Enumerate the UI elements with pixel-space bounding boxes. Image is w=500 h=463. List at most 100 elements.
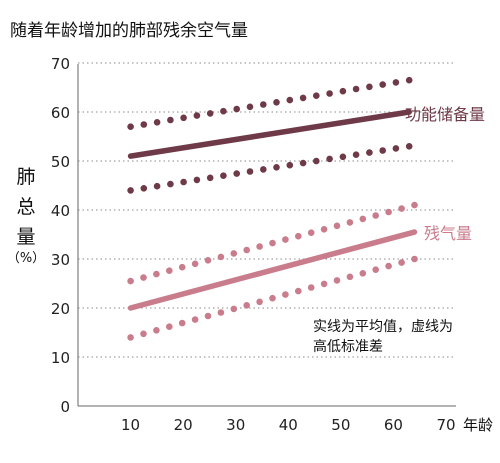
series-label: 残气量 (424, 224, 472, 243)
sd-upper-point (307, 229, 315, 236)
x-axis-label: 年龄 (463, 416, 493, 434)
sd-lower-point (379, 147, 387, 154)
x-tick-label: 40 (279, 416, 298, 434)
sd-upper-point (127, 277, 134, 285)
sd-upper-point (269, 239, 276, 247)
sd-upper-point (191, 260, 199, 268)
sd-upper-point (299, 94, 307, 102)
sd-upper-point (339, 87, 347, 95)
series-2: 残气量 (127, 201, 472, 341)
sd-upper-point (320, 226, 328, 233)
y-tick-label: 0 (60, 398, 70, 416)
sd-lower-point (392, 145, 400, 152)
sd-lower-point (385, 262, 392, 270)
sd-upper-point (295, 232, 302, 240)
x-tick-label: 10 (121, 416, 140, 434)
sd-upper-point (326, 90, 333, 97)
sd-upper-point (372, 212, 380, 219)
sd-lower-point (260, 166, 267, 173)
x-tick-label: 50 (331, 416, 350, 434)
grid-lines (78, 62, 455, 358)
mean-line (127, 109, 412, 159)
sd-upper-point (140, 274, 147, 281)
sd-upper-point (385, 208, 392, 216)
sd-upper-point (166, 267, 173, 275)
y-tick-label: 60 (51, 104, 70, 122)
sd-upper-point (359, 215, 367, 223)
sd-upper-point (193, 112, 201, 119)
sd-lower-point (286, 161, 294, 169)
sd-lower-point (398, 259, 405, 266)
sd-upper-point (379, 81, 387, 88)
y-tick-label: 70 (51, 55, 70, 73)
sd-upper-point (411, 201, 418, 209)
sd-upper-point (313, 92, 320, 99)
sd-lower-point (193, 176, 201, 184)
sd-lower-point (127, 334, 134, 341)
y-axis-label-char-2: 总 (16, 196, 35, 218)
sd-upper-point (217, 253, 225, 261)
mean-line (127, 229, 418, 311)
sd-upper-point (333, 222, 341, 230)
sd-lower-point (411, 255, 418, 263)
sd-lower-point (320, 280, 328, 288)
sd-upper-point (246, 103, 254, 111)
x-tick-labels: 10 20 30 40 50 60 70 (121, 416, 456, 434)
x-tick-label: 60 (384, 416, 403, 434)
sd-upper-point (233, 105, 240, 113)
y-tick-label: 20 (51, 300, 70, 318)
sd-lower-point (178, 319, 186, 327)
sd-upper-point (366, 83, 373, 91)
y-axis-label-char-3: 量 (16, 226, 35, 248)
sd-lower-point (230, 305, 238, 313)
sd-upper-point (204, 257, 212, 264)
sd-lower-point (339, 153, 347, 161)
sd-upper-point (405, 76, 413, 84)
sd-lower-point (140, 330, 147, 338)
y-tick-label: 10 (51, 349, 70, 367)
sd-lower-point (217, 309, 225, 316)
sd-upper-point (256, 243, 263, 250)
sd-lower-point (352, 151, 360, 158)
sd-lower-point (204, 312, 212, 320)
y-tick-label: 40 (51, 202, 70, 220)
sd-lower-point (166, 323, 173, 331)
sd-lower-point (220, 172, 227, 179)
sd-lower-point (243, 302, 250, 309)
sd-lower-point (153, 182, 161, 190)
sd-lower-point (295, 287, 302, 295)
sd-upper-point (230, 250, 238, 257)
sd-upper-point (273, 99, 280, 106)
sd-upper-point (282, 236, 289, 243)
sd-lower-point (191, 316, 199, 323)
x-tick-label: 70 (436, 416, 455, 434)
series-1: 功能储备量 (127, 76, 485, 194)
sd-lower-point (346, 273, 354, 281)
chart-title: 随着年龄增加的肺部残余空气量 (10, 21, 248, 41)
sd-lower-point (359, 270, 367, 277)
note-line-1: 实线为平均值，虚线为 (313, 319, 453, 335)
sd-lower-point (180, 178, 187, 186)
sd-upper-point (153, 270, 160, 278)
sd-lower-point (167, 180, 174, 188)
sd-lower-point (206, 174, 214, 182)
sd-upper-point (180, 114, 187, 122)
sd-lower-point (299, 159, 307, 167)
x-tick-label: 30 (226, 416, 245, 434)
sd-lower-point (256, 298, 263, 306)
sd-upper-point (127, 123, 134, 130)
sd-lower-point (140, 185, 148, 192)
sd-lower-point (326, 155, 333, 163)
sd-lower-point (372, 266, 380, 274)
sd-upper-point (286, 96, 294, 104)
x-tick-label: 20 (174, 416, 193, 434)
sd-lower-point (307, 284, 315, 291)
y-tick-label: 50 (51, 153, 70, 171)
series-label: 功能储备量 (405, 105, 485, 124)
sd-lower-point (366, 149, 373, 156)
sd-upper-point (167, 116, 174, 124)
sd-upper-point (392, 79, 400, 86)
y-axis-unit: （%） (7, 251, 45, 266)
sd-lower-point (127, 187, 134, 194)
